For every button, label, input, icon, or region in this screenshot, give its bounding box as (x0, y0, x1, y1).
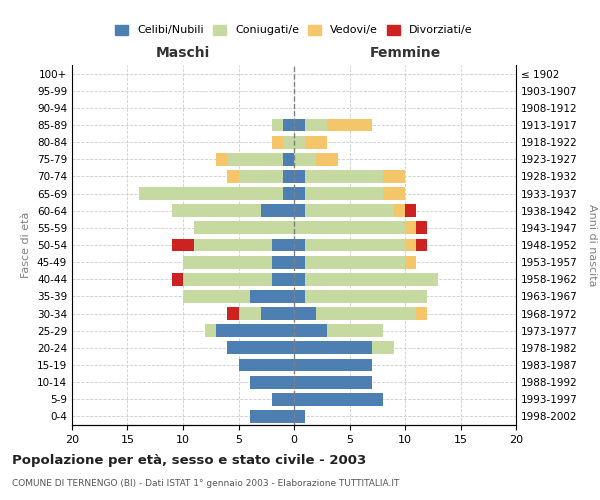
Bar (305, 290, 427, 303)
Bar (227, 170, 239, 183)
Bar (205, 324, 216, 337)
Bar (294, 222, 405, 234)
Bar (405, 222, 416, 234)
Bar (272, 118, 283, 132)
Bar (216, 324, 294, 337)
Bar (272, 256, 294, 268)
Bar (305, 256, 405, 268)
Bar (294, 290, 305, 303)
Bar (238, 170, 283, 183)
Bar (394, 204, 405, 217)
Bar (272, 393, 294, 406)
Bar (416, 222, 427, 234)
Bar (416, 238, 427, 252)
Bar (383, 170, 405, 183)
Bar (294, 342, 372, 354)
Bar (183, 290, 250, 303)
Bar (260, 307, 294, 320)
Bar (272, 238, 294, 252)
Y-axis label: Fasce di età: Fasce di età (22, 212, 31, 278)
Bar (294, 153, 316, 166)
Bar (172, 204, 260, 217)
Bar (405, 204, 416, 217)
Text: Femmine: Femmine (370, 46, 440, 60)
Bar (316, 307, 416, 320)
Text: Popolazione per età, sesso e stato civile - 2003: Popolazione per età, sesso e stato civil… (12, 454, 366, 467)
Bar (294, 273, 305, 285)
Text: COMUNE DI TERNENGO (BI) - Dati ISTAT 1° gennaio 2003 - Elaborazione TUTTITALIA.I: COMUNE DI TERNENGO (BI) - Dati ISTAT 1° … (12, 479, 400, 488)
Bar (183, 256, 272, 268)
Bar (294, 376, 372, 388)
Bar (227, 307, 239, 320)
Bar (272, 273, 294, 285)
Bar (383, 187, 405, 200)
Bar (283, 153, 294, 166)
Bar (283, 187, 294, 200)
Bar (416, 307, 427, 320)
Bar (294, 204, 305, 217)
Bar (328, 118, 372, 132)
Bar (172, 273, 183, 285)
Bar (328, 324, 383, 337)
Bar (194, 222, 294, 234)
Bar (294, 256, 305, 268)
Text: Maschi: Maschi (156, 46, 210, 60)
Bar (294, 324, 328, 337)
Bar (283, 136, 294, 148)
Bar (283, 118, 294, 132)
Bar (260, 204, 294, 217)
Bar (405, 256, 416, 268)
Bar (172, 238, 194, 252)
Bar (227, 342, 294, 354)
Bar (294, 187, 305, 200)
Bar (405, 238, 416, 252)
Bar (250, 410, 294, 423)
Bar (227, 153, 283, 166)
Bar (216, 153, 227, 166)
Legend: Celibi/Nubili, Coniugati/e, Vedovi/e, Divorziati/e: Celibi/Nubili, Coniugati/e, Vedovi/e, Di… (111, 20, 477, 40)
Bar (305, 204, 394, 217)
Y-axis label: Anni di nascita: Anni di nascita (587, 204, 597, 286)
Bar (372, 342, 394, 354)
Bar (294, 136, 305, 148)
Bar (250, 376, 294, 388)
Bar (272, 136, 283, 148)
Bar (294, 410, 305, 423)
Bar (239, 307, 260, 320)
Bar (305, 118, 328, 132)
Bar (305, 238, 405, 252)
Bar (294, 393, 383, 406)
Bar (294, 358, 372, 372)
Bar (294, 118, 305, 132)
Bar (294, 238, 305, 252)
Bar (194, 238, 272, 252)
Bar (239, 358, 294, 372)
Bar (294, 307, 316, 320)
Bar (183, 273, 272, 285)
Bar (250, 290, 294, 303)
Bar (139, 187, 283, 200)
Bar (316, 153, 338, 166)
Bar (294, 170, 305, 183)
Bar (283, 170, 294, 183)
Bar (305, 273, 439, 285)
Bar (305, 170, 383, 183)
Bar (305, 187, 383, 200)
Bar (305, 136, 328, 148)
